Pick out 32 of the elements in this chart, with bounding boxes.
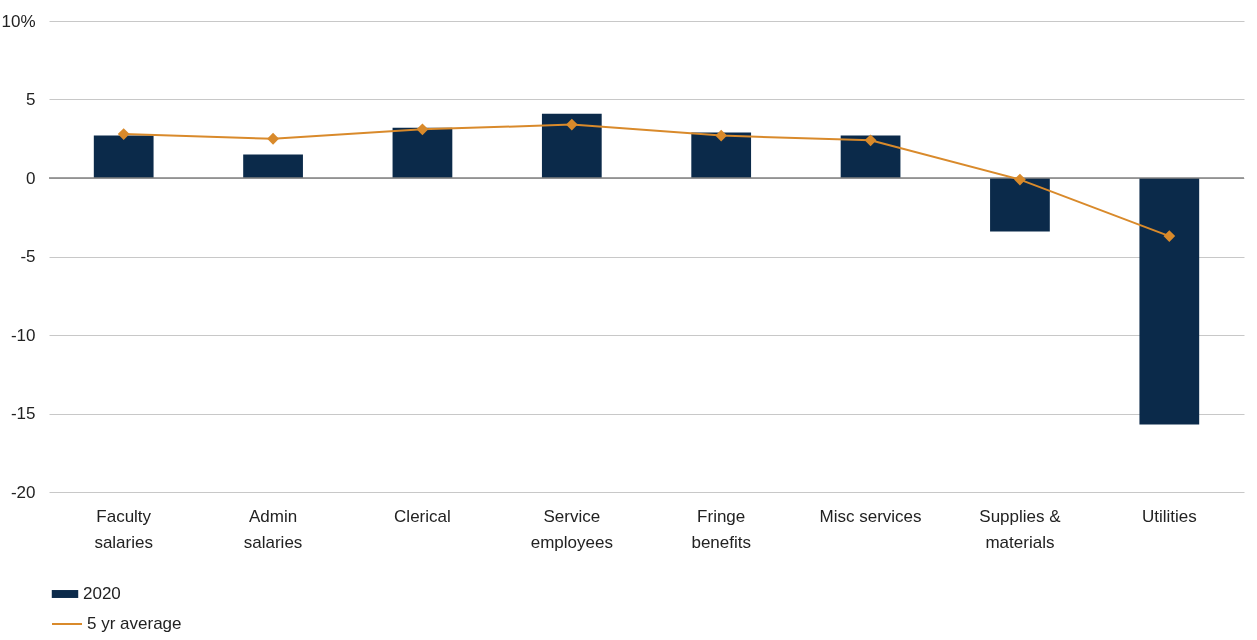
bar [691,132,752,178]
point [865,134,877,146]
point [1163,230,1175,242]
point [267,133,279,145]
y-tick-label: -20 [10,482,36,502]
point [118,128,130,140]
y-tick-label: -5 [20,247,36,266]
x-tick-label: Admin salaries [243,506,303,552]
bar [990,178,1050,232]
x-tick-label: Utilities [1141,506,1197,526]
x-tick-label: Fringe benefits [691,506,751,552]
bar [1139,178,1200,425]
bar [392,127,453,178]
y-tick-label: 10% [1,11,36,31]
y-tick-label: 5 [26,90,36,109]
x-tick-label: Supplies & materials [979,506,1062,552]
x-tick-label: Faculty salaries [94,506,153,552]
point [566,119,578,131]
bar [243,154,303,178]
point [1014,174,1026,186]
bar [541,113,602,178]
bar [93,135,154,178]
y-tick-label: -10 [10,325,36,345]
x-tick-label: Service employees [530,506,613,552]
x-tick-label: Clerical [394,506,451,526]
legend-label: 5 yr average [87,614,182,633]
point [416,123,428,135]
y-tick-label: -15 [10,404,36,423]
y-tick-label: 0 [26,168,36,188]
x-tick-label: Misc services [819,506,922,526]
point [715,130,727,142]
legend-label: 2020 [83,584,121,603]
